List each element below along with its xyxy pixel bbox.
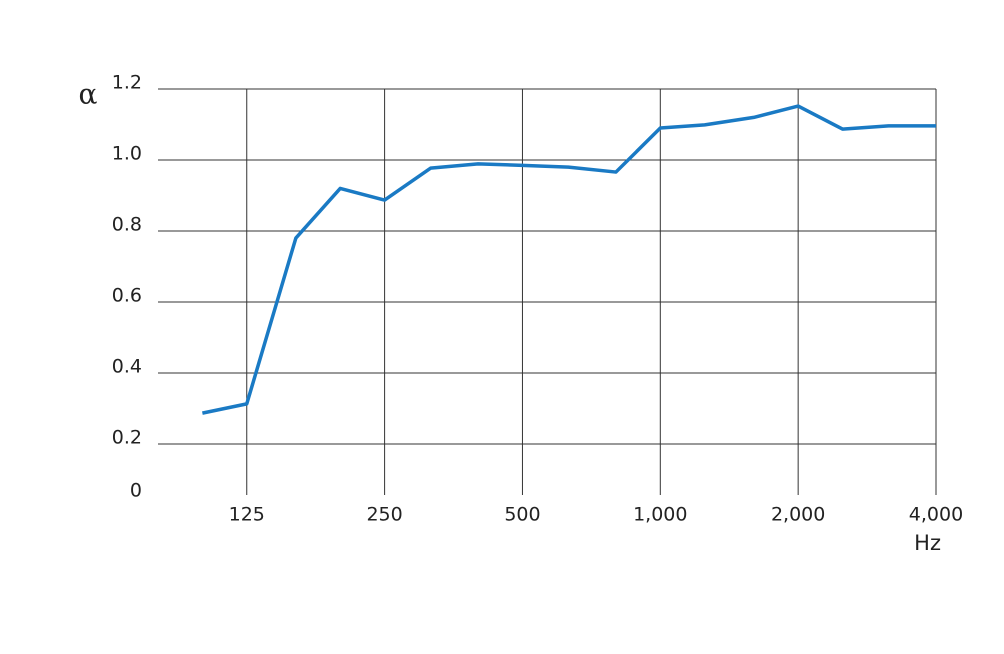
y-tick-label: 0.6 [112,285,142,307]
x-axis-label: Hz [914,531,941,555]
x-tick-label: 4,000 [909,504,963,526]
y-tick-label: 0.2 [112,427,142,449]
x-tick-label: 125 [229,504,265,526]
x-tick-label: 1,000 [633,504,687,526]
data-line [202,104,936,415]
y-tick-label: 0.4 [112,356,142,378]
y-tick-label: 1.0 [112,143,142,165]
y-axis-label: α [79,78,98,111]
x-tick-label: 2,000 [771,504,825,526]
x-tick-label: 500 [504,504,540,526]
y-tick-label: 0 [130,480,142,502]
y-tick-label: 1.2 [112,72,142,94]
x-tick-label: 250 [366,504,402,526]
y-tick-label: 0.8 [112,214,142,236]
